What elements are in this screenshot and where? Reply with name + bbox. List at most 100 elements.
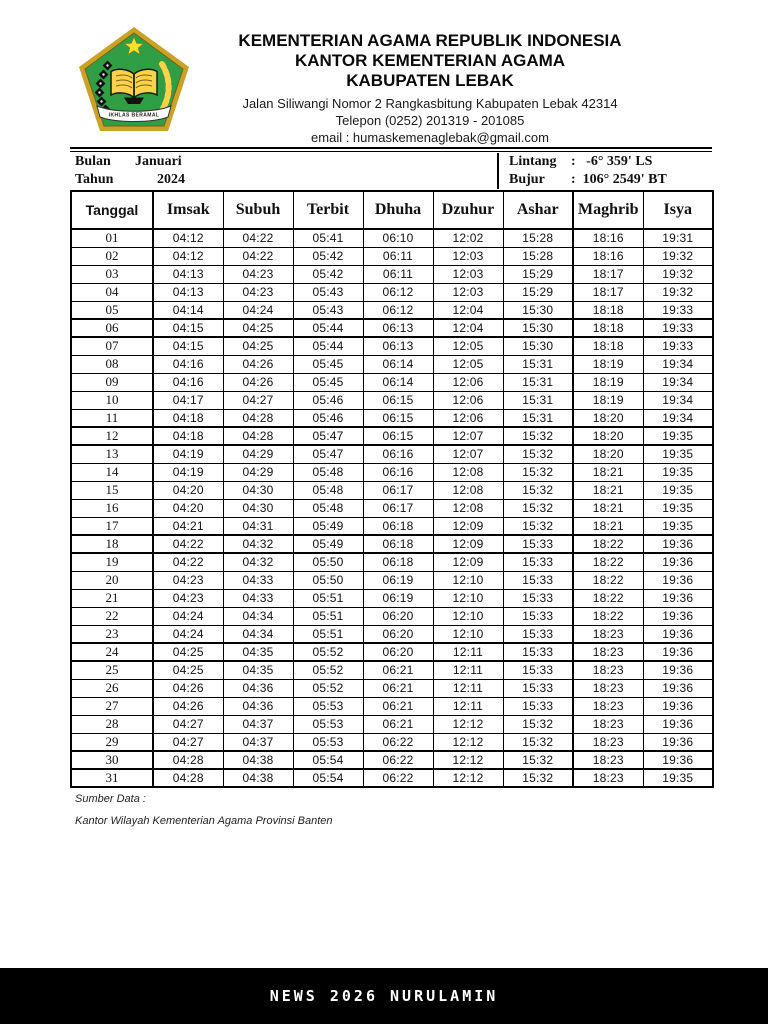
- time-cell: 04:28: [152, 750, 224, 770]
- time-cell: 06:20: [362, 624, 434, 644]
- time-cell: 19:35: [642, 768, 714, 788]
- time-cell: 19:36: [642, 732, 714, 752]
- date-cell: 10: [70, 390, 154, 410]
- time-cell: 15:32: [502, 498, 574, 518]
- time-cell: 15:33: [502, 606, 574, 626]
- time-cell: 04:23: [222, 282, 294, 302]
- time-cell: 04:38: [222, 768, 294, 788]
- svg-text:IKHLAS BERAMAL: IKHLAS BERAMAL: [109, 113, 160, 119]
- table-row: 18 04:22 04:32 05:49 06:18 12:09 15:33 18:22 19:…: [70, 534, 714, 554]
- table-row: 29 04:27 04:37 05:53 06:22 12:12 15:32 18:23 19:…: [70, 732, 714, 752]
- date-cell: 23: [70, 624, 154, 644]
- time-cell: 04:12: [152, 228, 224, 248]
- time-cell: 04:33: [222, 570, 294, 590]
- time-cell: 05:50: [292, 570, 364, 590]
- time-cell: 04:25: [222, 318, 294, 338]
- time-cell: 05:44: [292, 318, 364, 338]
- time-cell: 04:20: [152, 498, 224, 518]
- time-cell: 12:06: [432, 408, 504, 428]
- time-cell: 12:03: [432, 282, 504, 302]
- time-cell: 18:23: [572, 696, 644, 716]
- time-cell: 15:32: [502, 714, 574, 734]
- time-cell: 18:21: [572, 480, 644, 500]
- time-cell: 15:32: [502, 444, 574, 464]
- time-cell: 18:18: [572, 318, 644, 338]
- time-cell: 18:17: [572, 282, 644, 302]
- letterhead: KEMENTERIAN AGAMA REPUBLIK INDONESIA KAN…: [140, 31, 720, 146]
- date-cell: 06: [70, 318, 154, 338]
- time-cell: 19:36: [642, 624, 714, 644]
- date-cell: 17: [70, 516, 154, 536]
- latitude-label: Lintang: [509, 154, 557, 169]
- time-cell: 04:22: [152, 552, 224, 572]
- date-cell: 31: [70, 768, 154, 788]
- time-cell: 04:20: [152, 480, 224, 500]
- quran-book-icon: [110, 68, 158, 104]
- time-cell: 05:51: [292, 624, 364, 644]
- date-cell: 04: [70, 282, 154, 302]
- time-cell: 04:35: [222, 660, 294, 680]
- table-row: 04 04:13 04:23 05:43 06:12 12:03 15:29 18:17 19:…: [70, 282, 714, 302]
- time-cell: 12:08: [432, 480, 504, 500]
- time-cell: 05:47: [292, 426, 364, 446]
- time-cell: 05:50: [292, 552, 364, 572]
- time-cell: 12:12: [432, 732, 504, 752]
- date-cell: 02: [70, 246, 154, 266]
- time-cell: 19:36: [642, 714, 714, 734]
- time-cell: 19:36: [642, 750, 714, 770]
- time-cell: 18:23: [572, 678, 644, 698]
- time-cell: 05:49: [292, 534, 364, 554]
- time-cell: 05:52: [292, 660, 364, 680]
- time-cell: 15:33: [502, 642, 574, 662]
- time-cell: 05:51: [292, 606, 364, 626]
- time-cell: 05:42: [292, 264, 364, 284]
- rice-stalk-icon: [158, 61, 172, 115]
- table-row: 07 04:15 04:25 05:44 06:13 12:05 15:30 18:18 19:…: [70, 336, 714, 356]
- time-cell: 04:14: [152, 300, 224, 320]
- time-cell: 19:36: [642, 570, 714, 590]
- year-value: 2024: [157, 172, 185, 187]
- time-cell: 12:12: [432, 714, 504, 734]
- office-email: email : humaskemenaglebak@gmail.com: [311, 130, 549, 145]
- time-cell: 12:07: [432, 444, 504, 464]
- column-header-ashar: Ashar: [502, 190, 574, 230]
- time-cell: 12:12: [432, 768, 504, 788]
- time-cell: 06:14: [362, 354, 434, 374]
- time-cell: 18:23: [572, 750, 644, 770]
- time-cell: 05:48: [292, 498, 364, 518]
- time-cell: 19:36: [642, 678, 714, 698]
- time-cell: 12:11: [432, 642, 504, 662]
- time-cell: 04:29: [222, 444, 294, 464]
- time-cell: 18:22: [572, 534, 644, 554]
- time-cell: 04:16: [152, 354, 224, 374]
- time-cell: 06:11: [362, 264, 434, 284]
- time-cell: 12:11: [432, 678, 504, 698]
- time-cell: 06:11: [362, 246, 434, 266]
- time-cell: 05:53: [292, 714, 364, 734]
- time-cell: 04:26: [222, 354, 294, 374]
- time-cell: 06:13: [362, 336, 434, 356]
- time-cell: 04:17: [152, 390, 224, 410]
- time-cell: 06:16: [362, 444, 434, 464]
- time-cell: 04:12: [152, 246, 224, 266]
- time-cell: 19:32: [642, 246, 714, 266]
- time-cell: 18:23: [572, 714, 644, 734]
- column-header-dhuha: Dhuha: [362, 190, 434, 230]
- time-cell: 04:24: [222, 300, 294, 320]
- time-cell: 06:17: [362, 498, 434, 518]
- time-cell: 05:45: [292, 354, 364, 374]
- time-cell: 06:13: [362, 318, 434, 338]
- time-cell: 06:19: [362, 588, 434, 608]
- watermark-bar: NEWS 2026 NURULAMIN: [0, 968, 768, 1024]
- time-cell: 18:20: [572, 408, 644, 428]
- time-cell: 04:25: [152, 660, 224, 680]
- time-cell: 12:09: [432, 534, 504, 554]
- date-cell: 08: [70, 354, 154, 374]
- time-cell: 05:53: [292, 696, 364, 716]
- time-cell: 15:32: [502, 462, 574, 482]
- table-row: 30 04:28 04:38 05:54 06:22 12:12 15:32 18:23 19:…: [70, 750, 714, 770]
- column-header-dzuhur: Dzuhur: [432, 190, 504, 230]
- date-cell: 01: [70, 228, 154, 248]
- table-row: 03 04:13 04:23 05:42 06:11 12:03 15:29 18:17 19:…: [70, 264, 714, 284]
